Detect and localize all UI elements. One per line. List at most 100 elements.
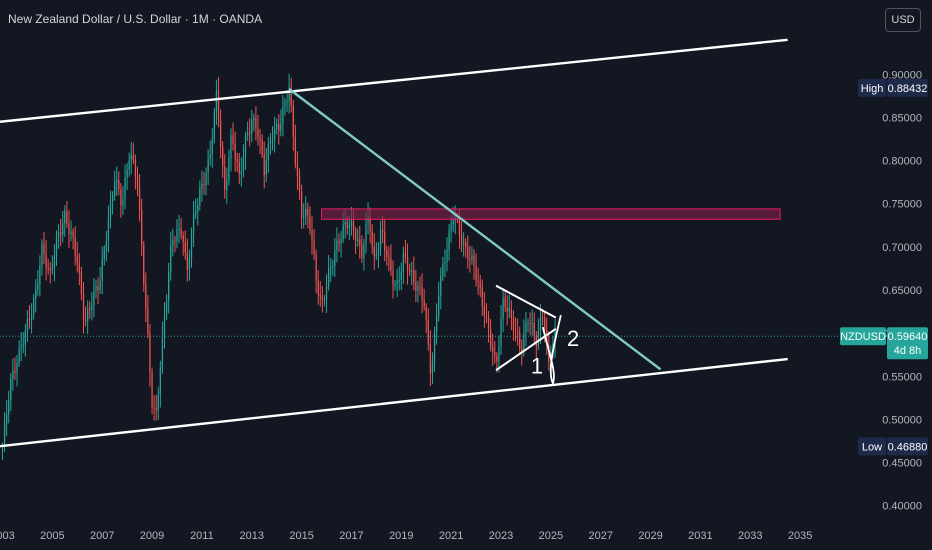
candle-body [286, 101, 288, 103]
candle-body [284, 101, 286, 107]
x-tick-label: 2027 [588, 530, 612, 542]
candle-body [373, 246, 375, 257]
candle-body [273, 128, 276, 140]
candle-body [141, 209, 143, 245]
candle-body [155, 408, 157, 411]
candle-body [217, 90, 220, 120]
candle-body [334, 250, 336, 266]
candle-body [321, 296, 324, 300]
x-tick-label: 2007 [90, 530, 114, 542]
candle-body [33, 298, 35, 315]
candle-body [211, 139, 213, 155]
candle-body [438, 295, 440, 316]
candle-body [278, 123, 280, 131]
candle-body [516, 331, 519, 333]
candle-body [35, 289, 37, 299]
candle-body [473, 255, 475, 266]
currency-button[interactable]: USD [885, 8, 921, 32]
candle-body [259, 137, 261, 141]
candle-body [84, 319, 87, 322]
candle-body [263, 154, 265, 175]
candle-body [467, 246, 469, 260]
symbol-tag-text: NZDUSD [840, 331, 886, 343]
candle-body [120, 189, 122, 206]
candle-body [269, 141, 272, 145]
candle-body [338, 240, 340, 245]
candle-body [415, 282, 417, 291]
candle-body [361, 245, 363, 258]
candle-body [97, 286, 99, 291]
x-tick-label: 2019 [389, 530, 413, 542]
candle-body [28, 318, 31, 321]
candle-body [471, 255, 473, 260]
candle-body [234, 144, 236, 160]
candle-body [178, 228, 180, 230]
channel-lower-line[interactable] [0, 357, 788, 448]
candle-body [30, 314, 33, 321]
projected-wave-sketch[interactable] [541, 314, 562, 386]
chart-title: New Zealand Dollar / U.S. Dollar · 1M · … [8, 12, 263, 26]
triangle-upper-line[interactable] [495, 284, 557, 319]
candle-body [483, 305, 486, 316]
candle-body [16, 363, 18, 373]
channel-upper-line[interactable] [0, 38, 788, 123]
candle-body [136, 176, 139, 188]
candle-body [479, 281, 481, 288]
candle-body [427, 319, 429, 345]
candle-body [91, 305, 93, 310]
resistance-zone[interactable] [321, 208, 781, 220]
candle-body [342, 224, 344, 240]
y-tick-label: 0.70000 [882, 242, 922, 254]
candle-body [251, 120, 253, 134]
candle-body [494, 352, 496, 356]
candle-body [24, 330, 26, 345]
candle-body [109, 201, 112, 220]
candle-body [543, 318, 546, 331]
candle-body [319, 294, 321, 297]
candle-body [149, 333, 151, 373]
candle-body [78, 262, 80, 273]
candle-body [323, 299, 326, 301]
x-tick-label: 2035 [788, 530, 812, 542]
x-axis-tick-labels: 2003 2005 2007 2009 2011 2013 2015 2017 2019 2021… [0, 530, 812, 542]
candle-body [18, 347, 20, 364]
candle-body [425, 306, 427, 320]
downtrend-line[interactable] [288, 88, 662, 371]
x-tick-label: 2009 [140, 530, 164, 542]
candle-body [386, 250, 388, 257]
drawings-layer: 1 2 [0, 38, 788, 448]
current-price-label: NZDUSD 0.59640 4d 8h [840, 327, 928, 360]
x-tick-label: 2017 [339, 530, 363, 542]
candle-body [375, 254, 378, 257]
candle-body [440, 275, 442, 296]
candle-body [246, 132, 249, 137]
candle-body [126, 169, 128, 178]
candle-body [377, 248, 380, 255]
candle-body [49, 268, 51, 270]
candle-body [350, 220, 353, 226]
candle-body [143, 244, 145, 284]
candle-body [95, 286, 97, 291]
candle-body [70, 231, 72, 235]
candle-body [8, 400, 10, 415]
candle-body [224, 166, 226, 191]
candle-body [99, 280, 101, 291]
low-tag-badge [858, 437, 886, 456]
current-value-badge [887, 327, 928, 360]
candle-body [492, 347, 494, 353]
candle-body [303, 216, 305, 218]
candle-body [448, 230, 450, 250]
candle-body [546, 330, 548, 345]
candle-body [107, 219, 110, 242]
candle-body [57, 232, 60, 238]
candle-body [82, 294, 85, 320]
candle-body [390, 258, 392, 271]
candle-body [290, 87, 292, 106]
candle-body [504, 297, 506, 308]
high-tag-badge [858, 78, 886, 97]
candle-body [450, 224, 452, 231]
candle-body [199, 188, 201, 205]
candle-body [74, 237, 76, 256]
candle-body [433, 331, 436, 363]
